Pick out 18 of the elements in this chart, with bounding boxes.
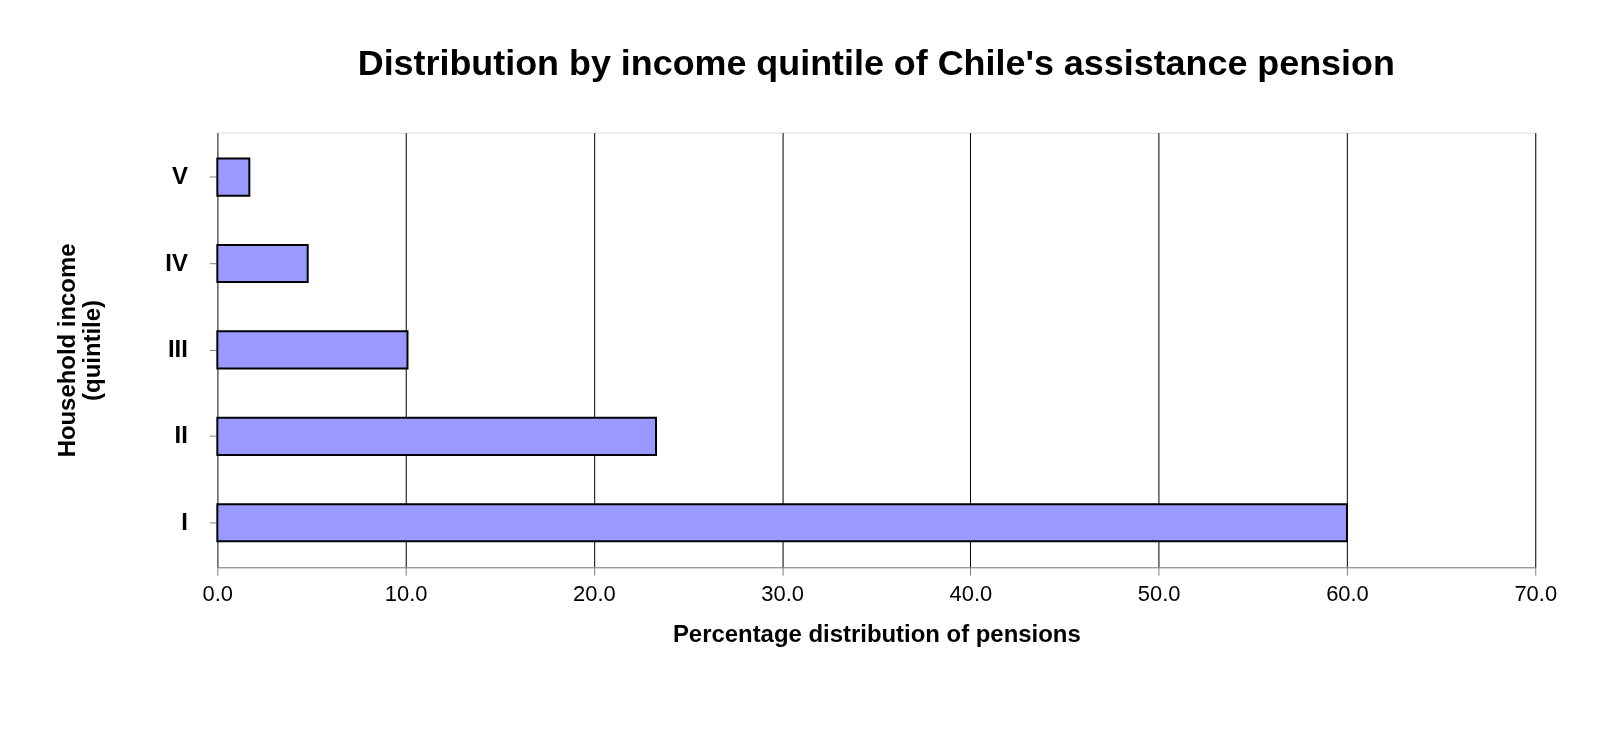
y-tick-label: I (181, 507, 188, 535)
x-axis-title: Percentage distribution of pensions (672, 619, 1081, 647)
y-tick-label: II (174, 421, 188, 449)
x-tick-label: 10.0 (384, 580, 428, 606)
x-tick-label: 20.0 (573, 580, 616, 606)
x-tick-label: 30.0 (761, 580, 804, 606)
y-tick-label: V (171, 162, 188, 190)
x-tick-label: 70.0 (1514, 580, 1558, 606)
bar (216, 157, 251, 197)
y-axis-title: Household income (quintile) (52, 243, 106, 458)
x-tick-label: 50.0 (1137, 580, 1181, 606)
y-tick-label: III (167, 334, 188, 362)
bar (216, 243, 309, 284)
y-tick-label: IV (165, 248, 188, 276)
chart-title: Distribution by income quintile of Chile's assistance pension (357, 42, 1395, 83)
x-tick-label: 60.0 (1326, 580, 1369, 606)
x-tick-label: 0.0 (202, 580, 234, 606)
x-tick-label: 40.0 (949, 580, 993, 606)
